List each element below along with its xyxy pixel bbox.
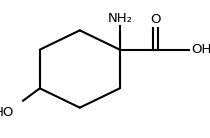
Text: O: O [150,13,161,26]
Text: HO: HO [0,106,14,119]
Text: NH₂: NH₂ [107,12,132,25]
Text: OH: OH [191,43,210,56]
